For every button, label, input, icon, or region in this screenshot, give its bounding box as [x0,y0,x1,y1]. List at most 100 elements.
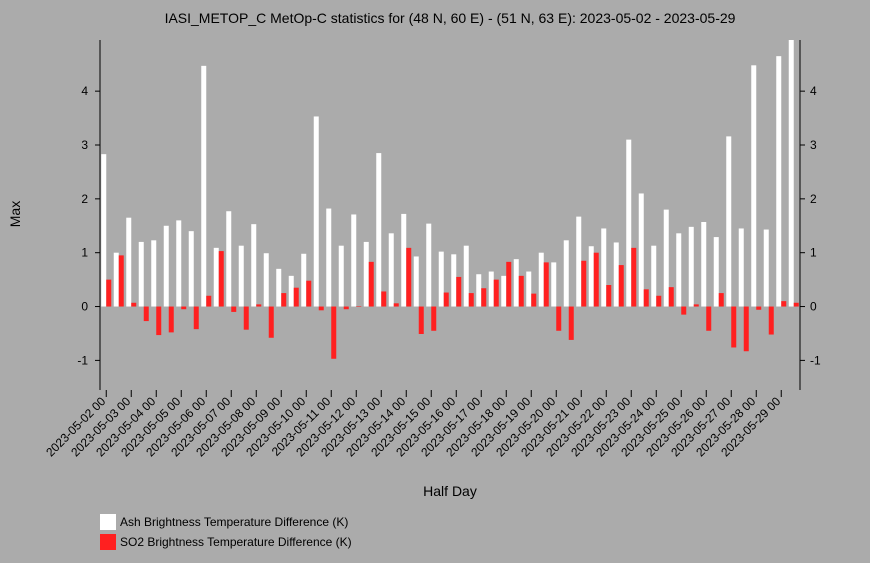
bar-ash [313,116,319,307]
bar-ash [463,245,469,307]
y-tick-label-left: -1 [77,353,88,367]
legend: Ash Brightness Temperature Difference (K… [100,512,352,552]
bar-so2 [756,306,762,310]
y-tick-label-left: 3 [81,138,88,152]
bar-ash [563,240,569,307]
bar-so2 [356,306,362,307]
bar-so2 [518,275,524,307]
bar-ash [726,136,732,307]
bar-so2 [543,262,549,307]
bar-so2 [668,287,674,307]
bar-ash [476,274,482,307]
bar-so2 [781,301,787,307]
bar-so2 [218,251,224,307]
bar-so2 [331,306,337,359]
bar-ash [363,241,369,307]
bar-so2 [206,295,212,307]
bar-so2 [106,279,112,307]
bar-so2 [168,306,174,333]
legend-swatch-so2 [100,534,116,550]
bar-ash [188,231,194,307]
bar-so2 [231,306,237,312]
bar-ash [438,251,444,307]
bar-ash [588,246,594,307]
bar-ash [401,213,407,307]
bar-so2 [143,306,149,322]
y-axis-label: Max [7,201,23,227]
legend-label-ash: Ash Brightness Temperature Difference (K… [120,515,349,529]
bar-ash [376,153,382,307]
bar-ash [551,262,557,307]
bar-so2 [406,247,412,307]
bar-so2 [306,280,312,307]
bar-so2 [631,247,637,307]
bar-so2 [181,306,187,310]
bar-so2 [443,292,449,307]
bar-ash [176,220,182,307]
bar-so2 [468,293,474,307]
bar-ash [213,247,219,307]
chart-title: IASI_METOP_C MetOp-C statistics for (48 … [165,10,736,26]
bar-so2 [568,306,574,340]
bar-ash [388,233,394,307]
bar-ash [701,222,707,307]
bar-so2 [731,306,737,348]
bar-ash [688,226,694,307]
bar-ash [426,223,432,307]
bar-ash [713,237,719,307]
bar-so2 [768,306,774,335]
bar-so2 [743,306,749,352]
bar-ash [676,233,682,307]
bar-ash [651,245,657,307]
y-tick-label-left: 1 [81,246,88,260]
bar-so2 [793,302,799,307]
bar-ash [451,254,457,307]
bar-so2 [343,306,349,310]
bar-ash [626,139,632,307]
bar-so2 [393,303,399,307]
bar-so2 [593,252,599,307]
bar-so2 [706,306,712,331]
legend-item-ash: Ash Brightness Temperature Difference (K… [100,512,352,532]
bar-ash [351,214,357,307]
bar-ash [613,242,619,307]
bar-ash [776,56,782,307]
bar-so2 [431,306,437,331]
bar-so2 [268,306,274,338]
bar-layer [101,40,799,359]
bar-so2 [381,291,387,307]
bar-ash [663,209,669,307]
bar-ash [201,65,207,307]
bar-ash [276,268,282,307]
y-tick-label-right: 2 [810,192,817,206]
bar-ash [538,252,544,307]
y-tick-label-right: 0 [810,300,817,314]
bar-so2 [418,306,424,334]
bar-so2 [618,265,624,307]
bar-so2 [606,285,612,307]
bar-so2 [131,302,137,307]
bar-ash [788,40,794,307]
bar-so2 [681,306,687,315]
bar-so2 [156,306,162,336]
bar-so2 [193,306,199,330]
y-tick-label-right: 1 [810,246,817,260]
y-tick-label-left: 0 [81,300,88,314]
bar-ash [138,241,144,307]
y-tick-label-left: 2 [81,192,88,206]
bar-so2 [693,304,699,307]
bar-so2 [118,255,124,307]
bar-so2 [368,261,374,307]
bar-ash [301,253,307,307]
bar-ash [738,228,744,307]
bar-ash [263,253,269,307]
legend-swatch-ash [100,514,116,530]
legend-item-so2: SO2 Brightness Temperature Difference (K… [100,532,352,552]
bar-ash [288,275,294,307]
y-tick-label-right: 3 [810,138,817,152]
bar-ash [488,271,494,307]
bar-ash [151,240,157,307]
bar-so2 [456,276,462,307]
